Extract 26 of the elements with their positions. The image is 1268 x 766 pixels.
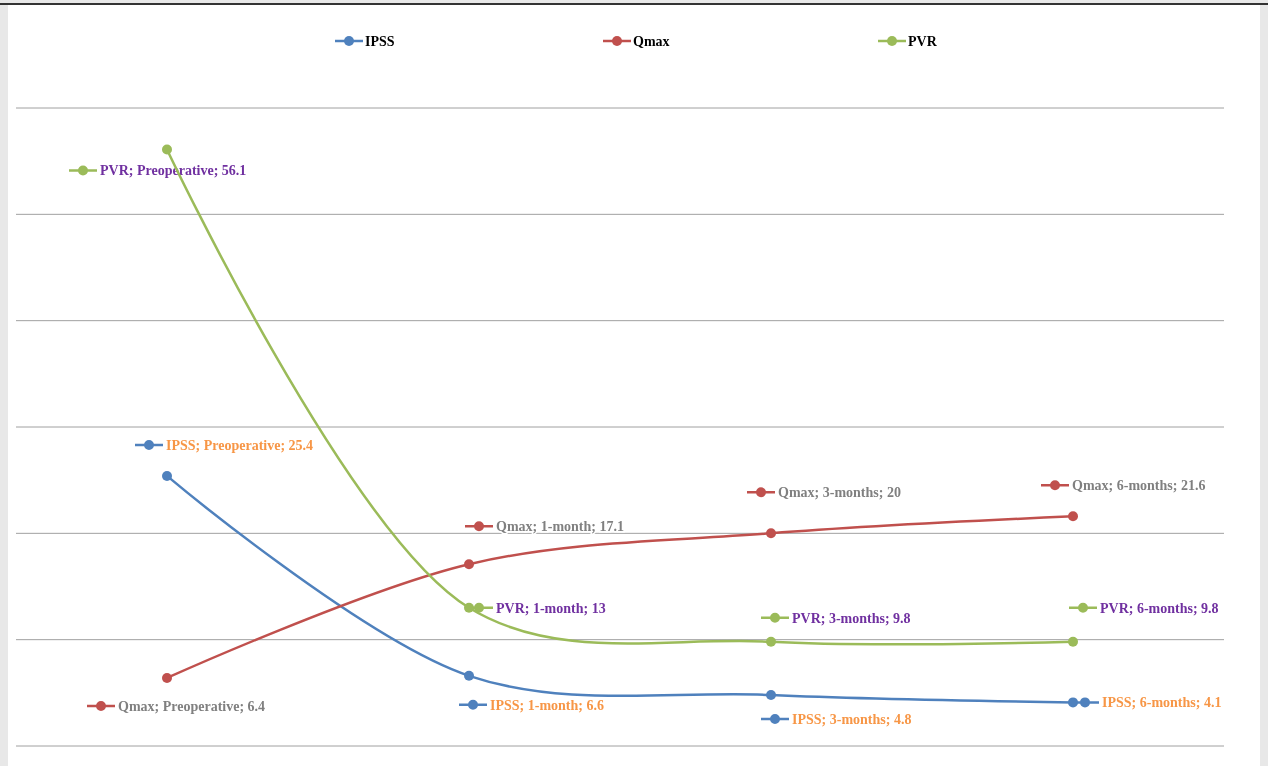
data-label: PVR; 1-month; 13 bbox=[496, 600, 606, 616]
point bbox=[162, 470, 172, 481]
point bbox=[1068, 511, 1078, 522]
data-label: PVR; 3-months; 9.8 bbox=[792, 610, 911, 626]
legend-label: Qmax bbox=[633, 33, 670, 49]
point bbox=[1068, 636, 1078, 647]
legend-label: PVR bbox=[908, 33, 938, 49]
point bbox=[766, 636, 776, 647]
point bbox=[464, 602, 474, 613]
point bbox=[464, 559, 474, 570]
point bbox=[1068, 697, 1078, 708]
data-label: IPSS; 3-months; 4.8 bbox=[792, 711, 912, 727]
point bbox=[162, 672, 172, 683]
point bbox=[464, 670, 474, 681]
data-label: PVR; 6-months; 9.8 bbox=[1100, 600, 1219, 616]
data-label: Qmax; 6-months; 21.6 bbox=[1072, 478, 1206, 494]
data-label: Qmax; 1-month; 17.1 bbox=[496, 519, 624, 535]
point bbox=[766, 689, 776, 700]
legend-label: IPSS bbox=[365, 33, 395, 49]
data-label: IPSS; 6-months; 4.1 bbox=[1102, 695, 1222, 711]
data-label: Qmax; Preoperative; 6.4 bbox=[118, 698, 266, 714]
data-label: Qmax; 3-months; 20 bbox=[778, 485, 901, 501]
point bbox=[162, 144, 172, 155]
data-label: IPSS; Preoperative; 25.4 bbox=[166, 437, 314, 453]
data-label: IPSS; 1-month; 6.6 bbox=[490, 697, 604, 713]
point bbox=[766, 528, 776, 539]
